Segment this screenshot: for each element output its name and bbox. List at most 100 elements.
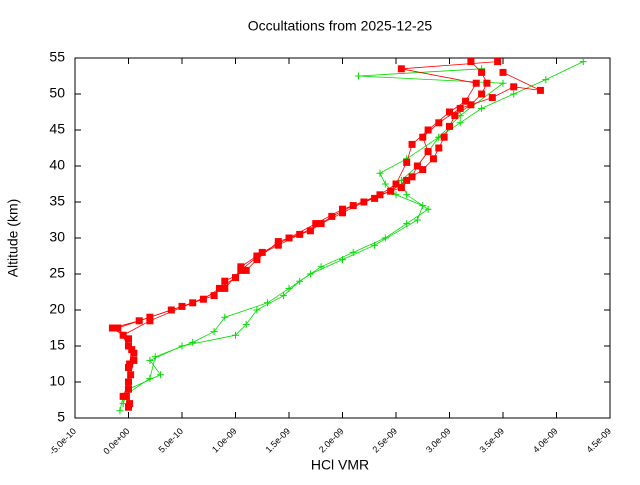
y-tick-label: 35 <box>49 193 65 209</box>
data-point <box>221 313 229 321</box>
x-tick-label: 1.0e-09 <box>210 426 239 455</box>
data-point <box>232 331 239 339</box>
data-point <box>403 176 411 184</box>
data-point <box>419 202 427 210</box>
data-point <box>125 378 132 386</box>
y-tick-label: 45 <box>49 121 65 137</box>
data-point <box>429 155 437 163</box>
data-point <box>221 284 229 292</box>
profile-line <box>119 68 505 411</box>
data-point <box>510 90 518 98</box>
x-tick-label: 1.5e-09 <box>263 426 292 455</box>
data-point <box>146 374 154 382</box>
data-point <box>408 140 416 148</box>
data-point <box>253 306 261 314</box>
data-point <box>419 166 427 174</box>
data-point <box>126 360 134 368</box>
data-point <box>274 238 282 246</box>
data-point <box>151 353 159 361</box>
data-point <box>451 112 459 120</box>
x-tick-label: 0.0e+00 <box>101 426 131 456</box>
data-point <box>130 356 138 364</box>
data-point <box>397 65 405 73</box>
data-point <box>146 313 154 321</box>
profile-line <box>122 61 584 404</box>
data-point <box>579 58 587 66</box>
data-point <box>424 126 432 134</box>
data-point <box>108 324 116 332</box>
data-point <box>253 252 261 260</box>
data-point <box>125 364 132 372</box>
y-tick-label: 10 <box>49 373 65 389</box>
y-tick-label: 30 <box>49 229 65 245</box>
data-point <box>536 86 544 94</box>
data-point <box>125 385 132 393</box>
data-point <box>392 191 400 199</box>
y-tick-label: 15 <box>49 337 65 353</box>
x-tick-label: 2.5e-09 <box>370 426 399 455</box>
data-point <box>119 392 127 400</box>
y-tick-label: 25 <box>49 265 65 281</box>
data-point <box>210 292 218 300</box>
data-point <box>376 169 384 177</box>
data-point <box>478 68 486 76</box>
data-point <box>488 94 496 102</box>
data-point <box>280 292 288 300</box>
data-point <box>510 83 518 91</box>
data-point <box>125 403 132 411</box>
data-point <box>424 205 432 213</box>
data-point <box>178 302 186 310</box>
y-tick-label: 40 <box>49 157 65 173</box>
data-point <box>440 133 448 141</box>
data-point <box>285 234 293 242</box>
data-point <box>467 58 475 66</box>
data-point <box>189 338 197 346</box>
data-point <box>446 122 453 130</box>
data-point <box>146 317 154 325</box>
data-point <box>312 220 320 228</box>
data-point <box>456 119 464 127</box>
data-point <box>125 342 132 350</box>
data-point <box>435 119 443 127</box>
y-tick-label: 55 <box>49 49 65 65</box>
x-tick-label: 5.0e-10 <box>156 426 185 455</box>
plot-border <box>74 57 611 419</box>
data-point <box>189 299 197 307</box>
x-axis-label: HCl VMR <box>311 457 369 473</box>
data-point <box>221 277 229 285</box>
data-point <box>237 263 245 271</box>
data-point <box>242 266 250 274</box>
data-point <box>413 162 421 170</box>
chart-title: Occultations from 2025-12-25 <box>248 18 433 34</box>
data-point <box>355 72 363 80</box>
y-tick-label: 5 <box>57 409 65 425</box>
x-tick-label: 4.5e-09 <box>584 426 613 455</box>
data-point <box>285 284 293 292</box>
data-point <box>237 266 245 274</box>
data-point <box>274 241 282 249</box>
profile-line <box>117 72 541 404</box>
data-point <box>253 256 261 264</box>
y-axis-label: Altitude (km) <box>5 199 21 278</box>
y-tick-label: 50 <box>49 85 65 101</box>
data-point <box>114 324 122 332</box>
data-point <box>258 248 266 256</box>
data-point <box>119 331 127 339</box>
data-point <box>424 148 432 156</box>
data-point <box>128 346 136 354</box>
data-point <box>403 191 411 199</box>
data-point <box>127 371 135 379</box>
data-point <box>125 335 132 343</box>
data-point <box>232 274 239 282</box>
data-point <box>499 68 507 76</box>
x-tick-label: 3.0e-09 <box>424 426 453 455</box>
data-point <box>542 76 550 84</box>
data-point <box>371 194 379 202</box>
data-point <box>210 328 218 336</box>
data-point <box>126 400 134 408</box>
data-point <box>119 400 127 408</box>
x-tick-label: -5.0e-10 <box>47 426 78 457</box>
data-point <box>157 371 165 379</box>
